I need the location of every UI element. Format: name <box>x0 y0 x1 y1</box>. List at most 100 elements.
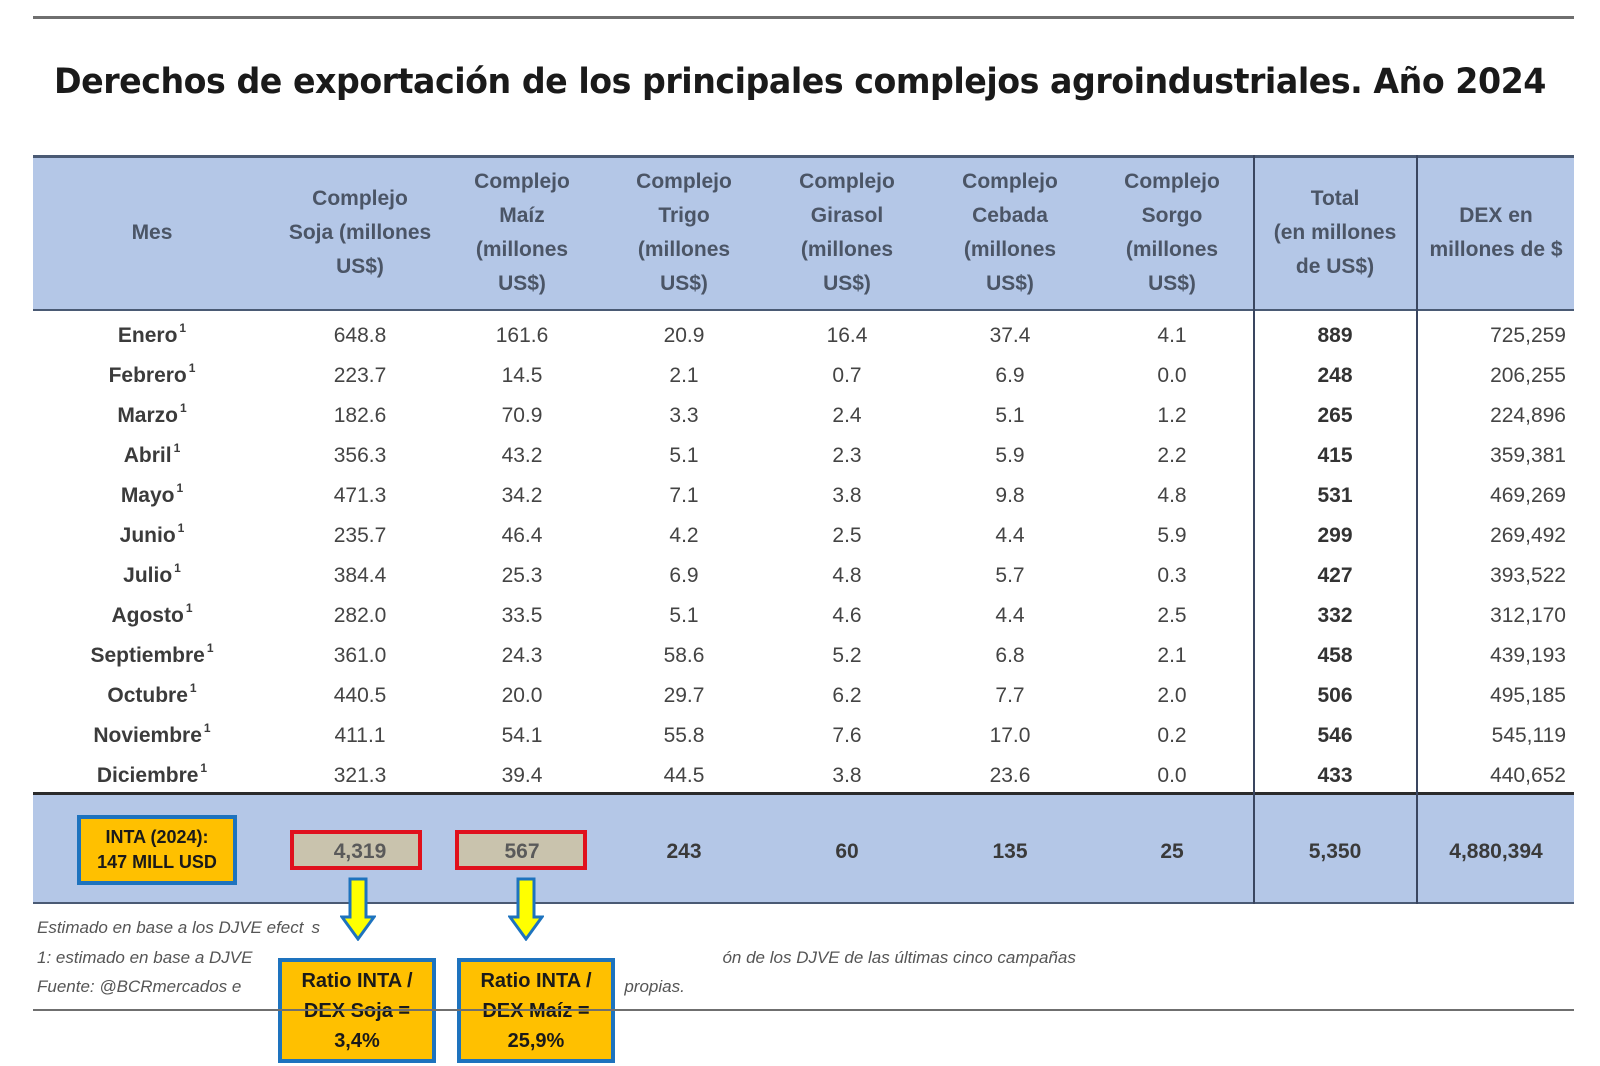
trigo-cell: 5.1 <box>669 604 699 627</box>
note-line-3: Fuente: @BCRmercados e propias. <box>37 977 685 996</box>
total-soja-cell: 4,319 <box>333 840 387 863</box>
maiz-cell: 161.6 <box>495 324 549 347</box>
arrow-down-icon <box>340 877 376 941</box>
soja-cell: 182.6 <box>333 404 387 427</box>
month-cell: Septiembre 1 <box>27 636 277 676</box>
bottom-rule <box>33 1009 1574 1011</box>
top-rule <box>33 16 1574 19</box>
month-cell: Agosto 1 <box>27 596 277 636</box>
total-cebada-cell: 135 <box>992 840 1028 863</box>
footnote-marker: 1 <box>200 761 208 775</box>
girasol-cell: 4.6 <box>832 604 862 627</box>
trigo-cell: 5.1 <box>669 444 699 467</box>
total-cell: 458 <box>1317 644 1353 667</box>
trigo-cell: 20.9 <box>663 324 705 347</box>
soja-cell: 282.0 <box>333 604 387 627</box>
total-cell: 248 <box>1317 364 1353 387</box>
sorgo-cell: 1.2 <box>1157 404 1187 427</box>
month-label: Diciembre <box>96 764 199 787</box>
girasol-cell: 5.2 <box>832 644 862 667</box>
total-maiz-cell: 567 <box>504 840 540 863</box>
soja-cell: 411.1 <box>334 724 386 747</box>
trigo-cell: 7.1 <box>669 484 699 507</box>
month-label: Septiembre <box>90 644 205 667</box>
column-header-soja: Complejo Soja (millones US$) <box>288 187 432 278</box>
cebada-cell: 9.8 <box>995 484 1025 507</box>
trigo-cell: 2.1 <box>669 364 699 387</box>
dex-cell: 469,269 <box>1490 484 1566 507</box>
sorgo-cell: 2.5 <box>1157 604 1187 627</box>
dex-cell: 224,896 <box>1490 404 1566 427</box>
footnote-marker: 1 <box>179 321 187 335</box>
month-cell: Abril 1 <box>27 436 277 476</box>
trigo-cell: 4.2 <box>669 524 699 547</box>
trigo-cell: 58.6 <box>663 644 705 667</box>
column-header-maiz: Complejo Maíz (millones US$) <box>474 170 570 295</box>
sorgo-cell: 2.2 <box>1157 444 1187 467</box>
girasol-cell: 2.4 <box>832 404 862 427</box>
total-trigo-cell: 243 <box>666 840 702 863</box>
sorgo-cell: 0.3 <box>1157 564 1187 587</box>
dex-cell: 359,381 <box>1490 444 1566 467</box>
cebada-cell: 6.9 <box>995 364 1025 387</box>
cebada-cell: 17.0 <box>989 724 1031 747</box>
total-sorgo-cell: 25 <box>1160 840 1184 863</box>
girasol-cell: 3.8 <box>832 484 862 507</box>
month-cell: Marzo 1 <box>27 396 277 436</box>
total-cell: 332 <box>1317 604 1353 627</box>
footnote-marker: 1 <box>185 601 193 615</box>
soja-cell: 440.5 <box>333 684 387 707</box>
maiz-cell: 25.3 <box>501 564 543 587</box>
dex-cell: 206,255 <box>1490 364 1566 387</box>
maiz-cell: 70.9 <box>501 404 543 427</box>
month-cell: Noviembre 1 <box>27 716 277 756</box>
month-label: Noviembre <box>93 724 202 747</box>
month-cell: Junio 1 <box>27 516 277 556</box>
month-label: Mayo <box>120 484 175 507</box>
footnote-marker: 1 <box>174 561 181 575</box>
header-band <box>33 155 1574 311</box>
footnote-marker: 1 <box>173 441 181 455</box>
total-cell: 889 <box>1317 324 1353 347</box>
column-header-trigo: Complejo Trigo (millones US$) <box>636 170 732 295</box>
column-header-dex: DEX en millones de $ <box>1429 204 1563 261</box>
maiz-cell: 14.5 <box>501 364 543 387</box>
total-girasol-cell: 60 <box>835 840 859 863</box>
cebada-cell: 5.9 <box>995 444 1025 467</box>
month-label: Agosto <box>111 604 184 627</box>
soja-cell: 235.7 <box>333 524 387 547</box>
maiz-cell: 24.3 <box>501 644 543 667</box>
girasol-cell: 3.8 <box>832 764 862 787</box>
sorgo-cell: 4.1 <box>1157 324 1187 347</box>
trigo-cell: 3.3 <box>669 404 699 427</box>
cebada-cell: 4.4 <box>995 604 1025 627</box>
trigo-cell: 55.8 <box>663 724 705 747</box>
maiz-cell: 20.0 <box>501 684 543 707</box>
month-cell: Enero 1 <box>27 316 277 356</box>
soja-cell: 321.3 <box>333 764 387 787</box>
dex-cell: 495,185 <box>1490 684 1566 707</box>
month-cell: Julio 1 <box>27 556 277 596</box>
sorgo-cell: 0.0 <box>1157 364 1187 387</box>
maiz-total-highlight <box>455 830 587 870</box>
soja-cell: 384.4 <box>333 564 387 587</box>
footnote-marker: 1 <box>180 401 187 415</box>
maiz-cell: 33.5 <box>501 604 543 627</box>
dex-cell: 312,170 <box>1490 604 1566 627</box>
cebada-cell: 5.7 <box>995 564 1025 587</box>
column-header-total: Total (en millones de US$) <box>1273 187 1397 278</box>
girasol-cell: 6.2 <box>832 684 862 707</box>
total-dex-cell: 4,880,394 <box>1449 840 1543 863</box>
footnote-marker: 1 <box>203 721 211 735</box>
month-label: Octubre <box>107 684 188 707</box>
dex-cell: 439,193 <box>1490 644 1566 667</box>
footnote-marker: 1 <box>177 521 185 535</box>
note-line-1: Estimado en base a los DJVE efect s <box>37 918 320 937</box>
soja-cell: 471.3 <box>333 484 387 507</box>
month-cell: Mayo 1 <box>27 476 277 516</box>
sorgo-cell: 2.0 <box>1157 684 1187 707</box>
girasol-cell: 2.5 <box>832 524 862 547</box>
footnote-marker: 1 <box>188 361 196 375</box>
month-label: Enero <box>117 324 178 347</box>
dex-cell: 545,119 <box>1491 724 1566 747</box>
